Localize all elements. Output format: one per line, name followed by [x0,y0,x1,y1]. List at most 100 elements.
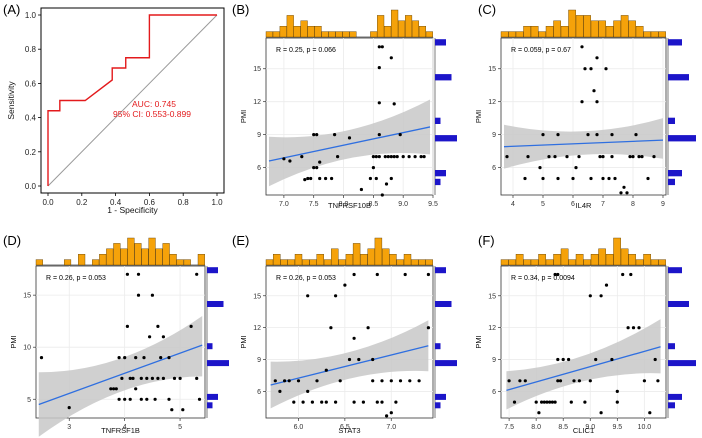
side-histogram-bar [668,178,675,186]
data-point [278,389,282,393]
data-point [282,157,286,161]
top-histogram-bar [307,26,315,38]
data-point [39,356,44,360]
data-point [368,176,372,181]
data-point [310,400,314,404]
data-point [374,176,378,181]
x-tick-label: 9.0 [585,424,595,431]
data-point [610,133,614,137]
top-histogram-bar [560,248,569,266]
regression-line [38,344,203,406]
data-point [389,411,393,415]
data-point [604,283,609,287]
top-histogram-bar [590,20,599,38]
data-point [574,166,578,170]
top-histogram-bar [620,15,629,38]
data-point [422,155,426,159]
data-point [626,326,630,330]
data-point [408,379,412,383]
x-tick-label: 6 [571,201,575,208]
data-point [131,376,135,380]
top-histogram-bar [643,31,651,38]
top-histogram-bar [508,259,516,266]
data-point [172,376,177,380]
x-axis-label: IL4R [576,201,592,210]
data-point [359,187,363,192]
x-tick-label: 7.0 [279,201,289,208]
top-histogram-bar [328,31,336,38]
top-histogram-bar [384,26,392,38]
y-axis-label: PMI [239,110,248,123]
side-histogram-bar [668,343,675,350]
top-histogram-bar [658,259,666,266]
data-point [394,400,398,404]
top-histogram-bar [99,253,107,266]
top-histogram-bar [411,20,420,38]
side-histogram-bar [435,393,446,400]
data-point [392,155,396,159]
data-point [392,102,396,106]
data-point [599,294,603,298]
data-point [580,45,584,49]
data-point [523,176,527,181]
top-histogram-bar [523,259,531,266]
data-point [572,379,576,383]
data-point [556,133,560,137]
data-point [338,379,342,383]
data-point [145,376,149,380]
data-point [634,133,638,137]
roc-y-tick-label: 0.4 [25,114,37,123]
top-histogram-bar [265,259,274,266]
side-histogram-bar [668,170,682,177]
data-point [553,155,557,159]
data-point [136,293,141,297]
data-point [300,155,304,159]
top-histogram-bar [545,26,554,38]
correlation-stats: R = 0.25, p = 0.066 [276,47,336,54]
top-histogram-bar [314,26,322,38]
roc-x-tick-label: 0.8 [178,198,190,207]
y-tick-label: 9 [492,357,496,364]
x-tick-label: 4 [511,201,515,208]
data-point [610,155,614,159]
confidence-band [38,315,203,437]
data-point [586,133,590,137]
data-point [318,160,322,164]
data-point [588,294,592,298]
data-point [333,133,337,137]
side-histogram-bar [435,178,441,186]
top-histogram-bar [605,26,614,38]
top-histogram-bar [553,253,561,266]
data-point [652,155,656,159]
top-histogram-bar [590,253,599,266]
data-point [197,397,202,401]
panel-label-f: (F) [478,233,495,248]
side-histogram-bar [435,117,441,124]
data-point [380,45,384,49]
top-histogram-bar [280,259,288,266]
data-point [512,400,517,404]
top-histogram-bar [63,259,72,266]
data-point [67,406,71,410]
data-point [426,272,430,277]
data-point [377,101,381,105]
confidence-band [506,319,661,410]
data-point [136,272,141,276]
data-point [629,272,633,277]
roc-x-axis-label: 1 - Specificity [107,205,158,215]
data-point [336,155,340,159]
y-tick-label: 12 [253,99,261,106]
data-point [380,400,384,404]
top-histogram-bar [162,243,170,266]
data-point [306,176,310,181]
x-tick-label: 7.5 [504,424,514,431]
top-histogram-bar [560,26,569,38]
data-point [395,155,399,159]
data-point [577,155,581,159]
data-point [123,356,127,360]
regression-line [503,139,664,148]
data-point [347,357,352,362]
data-point [170,408,174,412]
data-point [330,176,334,181]
top-histogram-bar [613,237,621,266]
